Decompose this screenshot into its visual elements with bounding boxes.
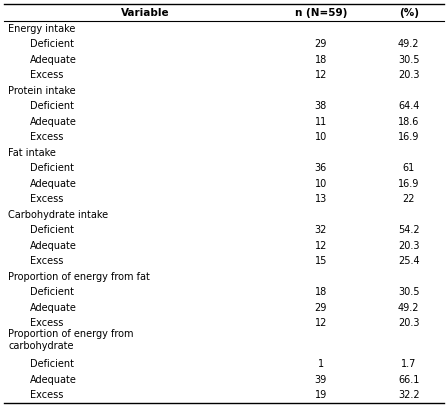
Text: 12: 12 xyxy=(314,318,327,328)
Text: Adequate: Adequate xyxy=(30,179,77,189)
Text: Adequate: Adequate xyxy=(30,303,77,313)
Text: Deficient: Deficient xyxy=(30,39,74,49)
Text: Excess: Excess xyxy=(30,256,64,266)
Text: 19: 19 xyxy=(314,390,327,400)
Text: Excess: Excess xyxy=(30,194,64,204)
Text: 30.5: 30.5 xyxy=(398,287,419,297)
Text: 16.9: 16.9 xyxy=(398,179,419,189)
Text: Excess: Excess xyxy=(30,132,64,142)
Text: 36: 36 xyxy=(314,163,327,173)
Text: Deficient: Deficient xyxy=(30,225,74,235)
Text: 15: 15 xyxy=(314,256,327,266)
Text: Adequate: Adequate xyxy=(30,55,77,65)
Text: 49.2: 49.2 xyxy=(398,303,419,313)
Text: Excess: Excess xyxy=(30,318,64,328)
Text: 54.2: 54.2 xyxy=(398,225,420,235)
Text: 22: 22 xyxy=(403,194,415,204)
Text: Variable: Variable xyxy=(121,8,169,18)
Text: 20.3: 20.3 xyxy=(398,241,419,251)
Text: Deficient: Deficient xyxy=(30,163,74,173)
Text: Proportion of energy from
carbohydrate: Proportion of energy from carbohydrate xyxy=(9,329,134,351)
Text: 20.3: 20.3 xyxy=(398,318,419,328)
Text: 32.2: 32.2 xyxy=(398,390,420,400)
Text: 39: 39 xyxy=(314,375,327,385)
Text: Adequate: Adequate xyxy=(30,375,77,385)
Text: 49.2: 49.2 xyxy=(398,39,419,49)
Text: 18: 18 xyxy=(314,55,327,65)
Text: Energy intake: Energy intake xyxy=(9,24,76,34)
Text: 12: 12 xyxy=(314,241,327,251)
Text: 1: 1 xyxy=(318,359,324,369)
Text: n (N=59): n (N=59) xyxy=(295,8,347,18)
Text: 18.6: 18.6 xyxy=(398,117,419,127)
Text: Fat intake: Fat intake xyxy=(9,148,56,158)
Text: Excess: Excess xyxy=(30,390,64,400)
Text: 1.7: 1.7 xyxy=(401,359,417,369)
Text: Deficient: Deficient xyxy=(30,101,74,111)
Text: Deficient: Deficient xyxy=(30,287,74,297)
Text: Excess: Excess xyxy=(30,70,64,80)
Text: 20.3: 20.3 xyxy=(398,70,419,80)
Text: 30.5: 30.5 xyxy=(398,55,419,65)
Text: Protein intake: Protein intake xyxy=(9,86,76,96)
Text: Adequate: Adequate xyxy=(30,241,77,251)
Text: 32: 32 xyxy=(314,225,327,235)
Text: Adequate: Adequate xyxy=(30,117,77,127)
Text: Proportion of energy from fat: Proportion of energy from fat xyxy=(9,272,150,282)
Text: 10: 10 xyxy=(314,179,327,189)
Text: Deficient: Deficient xyxy=(30,359,74,369)
Text: 16.9: 16.9 xyxy=(398,132,419,142)
Text: 18: 18 xyxy=(314,287,327,297)
Text: 29: 29 xyxy=(314,303,327,313)
Text: 29: 29 xyxy=(314,39,327,49)
Text: 10: 10 xyxy=(314,132,327,142)
Text: 64.4: 64.4 xyxy=(398,101,419,111)
Text: 12: 12 xyxy=(314,70,327,80)
Text: (%): (%) xyxy=(399,8,419,18)
Text: 66.1: 66.1 xyxy=(398,375,419,385)
Text: 25.4: 25.4 xyxy=(398,256,420,266)
Text: 11: 11 xyxy=(314,117,327,127)
Text: 38: 38 xyxy=(314,101,327,111)
Text: 61: 61 xyxy=(403,163,415,173)
Text: Carbohydrate intake: Carbohydrate intake xyxy=(9,210,108,220)
Text: 13: 13 xyxy=(314,194,327,204)
